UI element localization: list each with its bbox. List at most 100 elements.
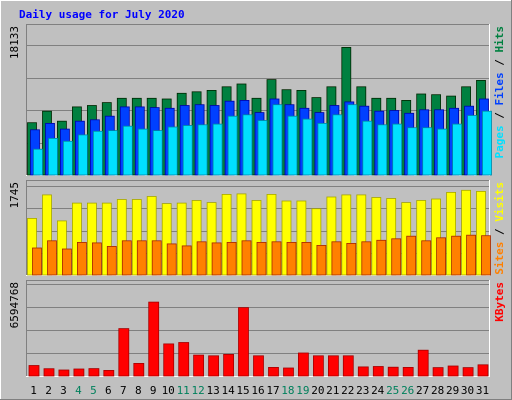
bar-sites-day-31 [481,235,491,276]
bar-pages-day-14 [227,115,238,176]
bar-pages-day-8 [137,128,148,176]
bar-visits-day-13 [206,202,217,276]
axis-label-separator: / [493,106,506,126]
bar-sites-day-7 [121,240,132,276]
x-tick-label-24: 24 [371,384,385,397]
x-tick-label-29: 29 [446,384,459,397]
bar-kbytes-day-9 [148,301,160,377]
bar-kbytes-day-16 [253,355,264,377]
bar-kbytes-day-2 [43,368,55,377]
bar-kbytes-day-29 [447,365,459,377]
bar-pages-day-26 [407,127,418,176]
bar-sites-day-29 [451,235,462,276]
x-tick-label-12: 12 [191,384,204,397]
bar-pages-day-28 [437,128,448,176]
x-tick-label-8: 8 [135,384,142,397]
bar-visits-day-1 [27,217,37,276]
x-tick-label-27: 27 [416,384,429,397]
bar-visits-day-21 [326,196,337,276]
x-tick-label-30: 30 [461,384,474,397]
bar-visits-day-15 [236,193,247,276]
bar-visits-day-11 [176,202,187,276]
bar-visits-day-2 [42,194,52,276]
bar-kbytes-day-15 [238,307,249,377]
bar-pages-day-19 [302,118,313,176]
bar-visits-day-6 [101,202,112,276]
bar-sites-day-26 [406,235,417,276]
bar-kbytes-day-20 [312,355,324,377]
axis-label-visits: Sites / Visits [493,182,506,275]
x-tick-label-23: 23 [356,384,369,397]
bar-sites-day-22 [346,242,357,276]
bar-visits-day-4 [72,202,82,276]
x-tick-label-20: 20 [311,384,324,397]
ymax-label-hits: 18133 [8,26,21,59]
bar-sites-day-15 [241,240,252,276]
bar-kbytes-day-30 [462,367,474,377]
bar-pages-day-9 [152,130,163,176]
bar-sites-day-12 [196,241,207,276]
bar-sites-day-3 [62,248,72,276]
bar-kbytes-day-8 [133,362,145,377]
axis-label-pages: Pages [493,125,506,158]
bar-visits-day-24 [371,197,382,276]
bar-kbytes-day-5 [88,368,100,377]
x-tick-label-10: 10 [162,384,175,397]
x-tick-label-19: 19 [296,384,309,397]
bar-pages-day-27 [422,127,433,176]
x-tick-label-4: 4 [75,384,82,397]
x-tick-label-25: 25 [386,384,399,397]
x-tick-label-15: 15 [236,384,249,397]
x-tick-label-26: 26 [401,384,414,397]
bar-sites-day-25 [391,238,402,276]
x-tick-label-17: 17 [266,384,279,397]
bar-visits-day-18 [281,200,292,276]
bar-sites-day-5 [92,242,102,276]
bar-sites-day-13 [211,242,222,276]
x-tick-label-22: 22 [341,384,354,397]
x-tick-label-31: 31 [476,384,489,397]
bar-kbytes-day-17 [268,366,279,377]
bar-pages-day-16 [257,120,268,176]
bar-visits-day-22 [341,194,352,276]
bar-pages-day-11 [182,125,193,176]
bar-visits-day-7 [116,199,127,276]
axis-label-hits: Hits [493,26,506,53]
bar-sites-day-20 [316,244,327,276]
bar-pages-day-13 [212,123,223,176]
axis-label-kbytes: KBytes [493,282,506,322]
bar-pages-day-23 [362,120,373,176]
bar-visits-day-12 [191,200,202,276]
bar-pages-day-6 [107,130,118,176]
axis-label-hits: Pages / Files / Hits [493,26,506,159]
bar-visits-day-5 [87,202,97,276]
bar-kbytes-day-28 [432,367,444,377]
bar-pages-day-12 [197,124,208,176]
bar-visits-day-31 [476,190,486,276]
bar-kbytes-day-23 [357,366,369,377]
bar-visits-day-3 [57,220,67,276]
x-tick-label-3: 3 [60,384,67,397]
bar-sites-day-23 [361,241,372,276]
bar-visits-day-27 [416,200,427,276]
bar-kbytes-day-25 [387,366,399,377]
bar-visits-day-28 [431,198,442,276]
bar-visits-day-14 [221,193,232,276]
bar-kbytes-day-18 [283,367,294,377]
ymax-label-visits: 1745 [8,182,21,209]
bar-kbytes-day-7 [118,328,130,377]
x-tick-label-13: 13 [206,384,219,397]
axis-label-separator: / [493,222,506,242]
bar-pages-day-7 [122,125,133,176]
x-tick-label-6: 6 [105,384,112,397]
bar-pages-day-18 [287,115,298,176]
panel-visits: 1745 Sites / Visits [8,180,506,276]
axis-label-sites: Sites [493,242,506,275]
bar-visits-day-30 [461,189,472,276]
bar-pages-day-15 [242,114,253,176]
bar-sites-day-24 [376,239,387,276]
bar-kbytes-day-31 [477,364,489,377]
bar-kbytes-day-13 [208,355,220,377]
bar-sites-day-14 [226,241,237,276]
